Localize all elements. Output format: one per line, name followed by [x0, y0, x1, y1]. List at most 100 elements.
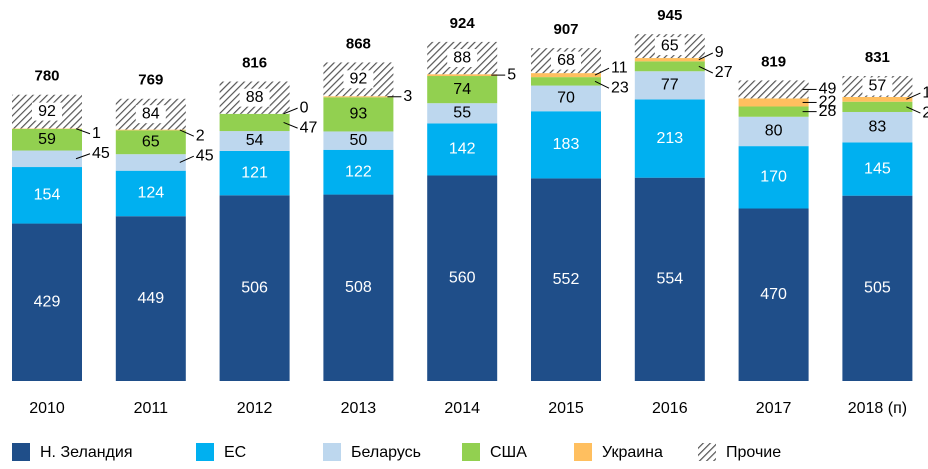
data-label: 13: [922, 84, 928, 101]
data-label: 552: [553, 271, 580, 288]
data-label: 65: [142, 133, 160, 150]
bar-segment: [115, 130, 186, 155]
bar-segment: [427, 175, 498, 381]
data-label: 65: [661, 37, 679, 54]
data-label: 83: [869, 118, 887, 135]
data-label: 88: [246, 89, 264, 106]
x-tick-label: 2010: [29, 400, 65, 417]
bar-segment: [531, 111, 601, 179]
x-tick-label: 2015: [548, 400, 584, 417]
legend-label: Прочие: [726, 444, 781, 461]
data-label: 28: [819, 103, 837, 120]
total-label: 868: [346, 35, 371, 52]
label-background: [654, 37, 685, 56]
data-label: 449: [137, 290, 164, 307]
bar-segment: [115, 129, 186, 131]
label-background: [447, 49, 478, 68]
leader-line: [179, 155, 195, 163]
data-label: 77: [661, 77, 679, 94]
data-label: 92: [350, 71, 368, 88]
data-label: 145: [864, 160, 891, 177]
bar-segment: [738, 208, 809, 381]
data-label: 554: [656, 271, 683, 288]
bar-segment: [12, 128, 82, 151]
legend-label: Н. Зеландия: [40, 444, 132, 461]
data-label: 170: [760, 169, 787, 186]
data-label: 142: [449, 141, 476, 158]
legend-swatch: [196, 443, 214, 461]
bar-segment: [115, 170, 186, 217]
data-label: 54: [246, 132, 264, 149]
x-tick-label: 2017: [756, 400, 792, 417]
bar-segment: [531, 85, 601, 112]
label-background: [135, 105, 166, 124]
data-label: 183: [553, 136, 580, 153]
x-tick-label: 2013: [341, 400, 377, 417]
data-label: 45: [196, 147, 214, 164]
data-label: 92: [38, 103, 56, 120]
data-label: 505: [864, 280, 891, 297]
total-label: 769: [138, 72, 163, 89]
bar-segment: [738, 80, 809, 99]
bar-segment: [634, 99, 705, 178]
legend-swatch: [12, 443, 30, 461]
data-label: 429: [34, 293, 61, 310]
legend-label: ЕС: [224, 444, 246, 461]
data-label: 74: [453, 81, 471, 98]
total-label: 819: [761, 53, 786, 70]
data-label: 22: [819, 94, 837, 111]
leader-line: [75, 128, 91, 135]
data-label: 93: [350, 106, 368, 123]
bar-segment: [12, 223, 82, 381]
data-label: 213: [656, 130, 683, 147]
bar-segment: [427, 76, 498, 104]
bar-segment: [12, 167, 82, 224]
label-background: [343, 70, 374, 89]
total-label: 907: [553, 21, 578, 38]
bar-segment: [427, 74, 498, 77]
label-background: [862, 77, 893, 96]
bar-segment: [842, 142, 913, 196]
data-label: 50: [350, 132, 368, 149]
label-background: [32, 102, 62, 121]
bar-segment: [115, 216, 186, 381]
bar-segment: [219, 150, 290, 196]
bar-segment: [323, 131, 394, 150]
data-label: 80: [765, 123, 783, 140]
leader-line: [283, 107, 298, 115]
total-label: 780: [34, 68, 59, 85]
leader-line: [75, 153, 91, 160]
bar-segment: [427, 103, 498, 124]
bar-segment: [219, 113, 290, 132]
leader-line: [906, 106, 921, 114]
data-label: 560: [449, 269, 476, 286]
data-label: 11: [611, 59, 628, 76]
leader-line: [594, 80, 610, 89]
legend-swatch: [574, 443, 592, 461]
label-background: [551, 51, 581, 70]
x-tick-label: 2016: [652, 400, 688, 417]
data-label: 45: [92, 145, 110, 162]
data-label: 59: [38, 131, 56, 148]
data-label: 2: [196, 127, 205, 144]
bar-segment: [842, 96, 913, 102]
bar-segment: [634, 61, 705, 72]
bar-segment: [323, 194, 394, 381]
bar-segment: [634, 58, 705, 62]
legend-swatch: [462, 443, 480, 461]
data-label: 88: [453, 49, 471, 66]
data-label: 124: [137, 185, 164, 202]
data-label: 23: [611, 79, 629, 96]
data-label: 3: [403, 88, 412, 105]
data-label: 5: [507, 66, 516, 83]
bar-segment: [738, 98, 809, 107]
data-label: 1: [92, 125, 101, 142]
data-label: 508: [345, 279, 372, 296]
bar-segment: [738, 106, 809, 117]
legend-label: США: [490, 444, 527, 461]
data-label: 47: [300, 119, 318, 136]
leader-line: [698, 65, 714, 74]
bar-segment: [634, 71, 705, 100]
x-tick-label: 2012: [237, 400, 273, 417]
bar-segment: [634, 177, 705, 381]
